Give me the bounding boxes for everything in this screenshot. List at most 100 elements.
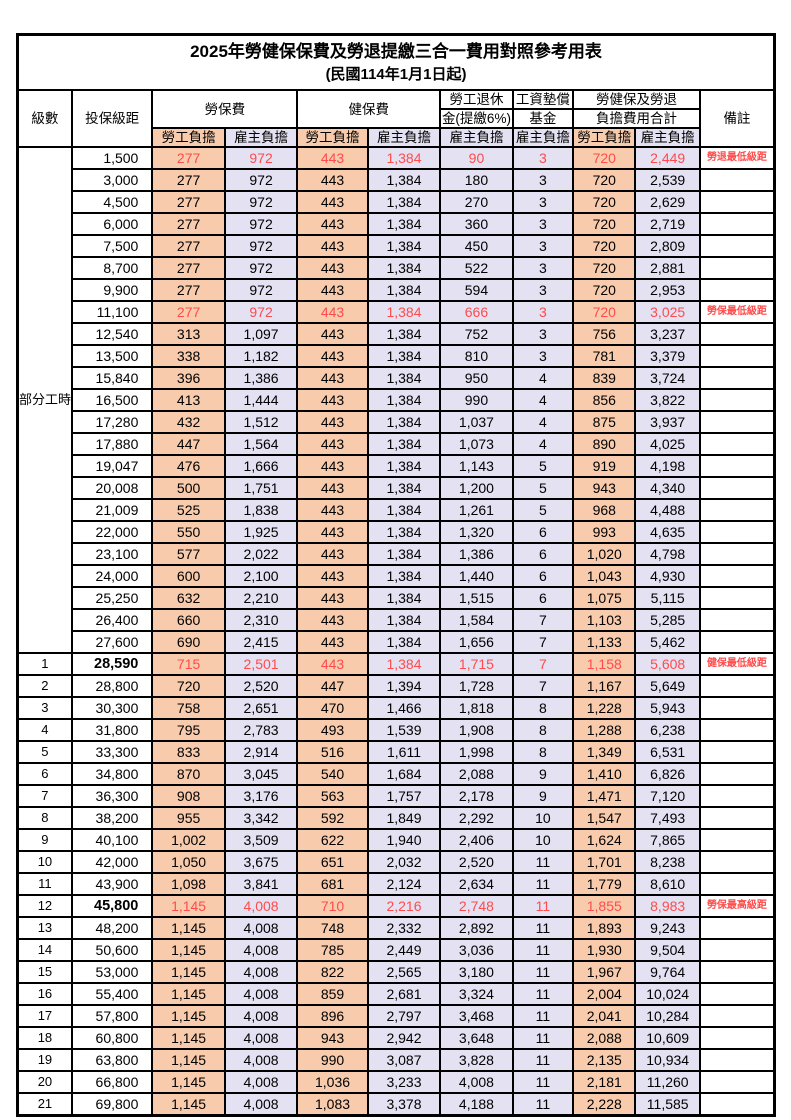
value-cell: 11,260 [634, 1070, 701, 1094]
value-cell: 443 [296, 146, 369, 170]
bracket-cell: 45,800 [70, 894, 154, 918]
value-cell: 955 [151, 806, 226, 830]
value-cell: 993 [572, 520, 637, 544]
col-header-wage-fund-line2: 基金 [511, 108, 575, 129]
value-cell: 972 [223, 256, 299, 280]
value-cell: 1,584 [439, 608, 514, 632]
value-cell: 1,394 [366, 674, 442, 698]
value-cell: 540 [296, 762, 369, 786]
value-cell: 2,310 [223, 608, 299, 632]
value-cell: 3,324 [439, 982, 514, 1006]
bracket-cell: 66,800 [70, 1070, 154, 1094]
value-cell: 4,188 [439, 1092, 514, 1117]
premium-reference-table: 2025年勞健保保費及勞退提繳三合一費用對照參考用表 (民國114年1月1日起)… [16, 33, 776, 1117]
value-cell: 1,020 [572, 542, 637, 566]
level-cell: 7 [16, 784, 73, 808]
value-cell: 8 [511, 740, 575, 764]
remark-cell [698, 344, 776, 368]
value-cell: 277 [151, 146, 226, 170]
value-cell: 277 [151, 300, 226, 324]
value-cell: 11 [511, 916, 575, 940]
value-cell: 890 [572, 432, 637, 456]
col-header-bracket: 投保級距 [70, 89, 154, 148]
value-cell: 2,783 [223, 718, 299, 742]
table-row: 19 63,800 1,145 4,008 990 3,087 3,828 11 2,135 10… [16, 1048, 776, 1072]
value-cell: 3,180 [439, 960, 514, 984]
table-row: 16,500 413 1,444 443 1,384 990 4 856 3,822 [18, 388, 776, 412]
title-row: 2025年勞健保保費及勞退提繳三合一費用對照參考用表 (民國114年1月1日起) [16, 33, 776, 91]
value-cell: 3 [511, 234, 575, 258]
bracket-cell: 50,600 [70, 938, 154, 962]
level-cell: 19 [16, 1048, 73, 1072]
col-header-total-line1: 勞健保及勞退 [572, 89, 701, 110]
value-cell: 4,635 [634, 520, 701, 544]
value-cell: 3,176 [223, 784, 299, 808]
value-cell: 1,410 [572, 762, 637, 786]
header-row-2: 金(提繳6%) 基金 負擔費用合計 [18, 108, 775, 129]
value-cell: 9,764 [634, 960, 701, 984]
value-cell: 5,462 [634, 630, 701, 654]
table-row: 13 48,200 1,145 4,008 748 2,332 2,892 11 1,893 9,… [16, 916, 776, 940]
value-cell: 1,145 [151, 916, 226, 940]
col-header-level: 級數 [16, 89, 73, 148]
bracket-cell: 3,000 [70, 168, 154, 192]
value-cell: 1,050 [151, 850, 226, 874]
col-header-total-line2: 負擔費用合計 [572, 108, 701, 129]
value-cell: 2,449 [634, 146, 701, 170]
value-cell: 1,611 [366, 740, 442, 764]
table-row: 24,000 600 2,100 443 1,384 1,440 6 1,043 4,930 [18, 564, 776, 588]
value-cell: 1,384 [366, 168, 442, 192]
bracket-cell: 38,200 [70, 806, 154, 830]
level-cell: 10 [16, 850, 73, 874]
value-cell: 943 [572, 476, 637, 500]
value-cell: 432 [151, 410, 226, 434]
value-cell: 1,386 [223, 366, 299, 390]
value-cell: 277 [151, 168, 226, 192]
value-cell: 443 [296, 520, 369, 544]
value-cell: 968 [572, 498, 637, 522]
table-row: 20,008 500 1,751 443 1,384 1,200 5 943 4,340 [18, 476, 776, 500]
value-cell: 2,953 [634, 278, 701, 302]
remark-cell [698, 520, 776, 544]
value-cell: 443 [296, 608, 369, 632]
remark-cell [698, 542, 776, 566]
value-cell: 2,178 [439, 784, 514, 808]
value-cell: 720 [572, 168, 637, 192]
bracket-cell: 4,500 [70, 190, 154, 214]
value-cell: 3,087 [366, 1048, 442, 1072]
value-cell: 1,564 [223, 432, 299, 456]
bracket-cell: 19,047 [70, 454, 154, 478]
value-cell: 443 [296, 234, 369, 258]
value-cell: 277 [151, 278, 226, 302]
value-cell: 795 [151, 718, 226, 742]
value-cell: 1,098 [151, 872, 226, 896]
value-cell: 1,384 [366, 498, 442, 522]
value-cell: 4 [511, 432, 575, 456]
table-row: 21 69,800 1,145 4,008 1,083 3,378 4,188 11 2,228… [16, 1092, 776, 1117]
col-header-labor-insurance: 勞保費 [151, 89, 299, 129]
value-cell: 338 [151, 344, 226, 368]
value-cell: 2,881 [634, 256, 701, 280]
level-cell: 17 [16, 1004, 73, 1028]
value-cell: 2,914 [223, 740, 299, 764]
value-cell: 1,818 [439, 696, 514, 720]
value-cell: 1,384 [366, 586, 442, 610]
level-cell: 21 [16, 1092, 73, 1117]
value-cell: 1,838 [223, 498, 299, 522]
value-cell: 1,261 [439, 498, 514, 522]
value-cell: 833 [151, 740, 226, 764]
value-cell: 1,145 [151, 1026, 226, 1050]
value-cell: 1,228 [572, 696, 637, 720]
value-cell: 1,656 [439, 630, 514, 654]
value-cell: 1,684 [366, 762, 442, 786]
value-cell: 3,379 [634, 344, 701, 368]
bracket-cell: 34,800 [70, 762, 154, 786]
value-cell: 9 [511, 784, 575, 808]
level-cell: 9 [16, 828, 73, 852]
remark-cell [698, 608, 776, 632]
value-cell: 3 [511, 344, 575, 368]
value-cell: 972 [223, 146, 299, 170]
remark-cell: 勞保最高級距 [698, 894, 776, 918]
value-cell: 3 [511, 212, 575, 236]
value-cell: 1,757 [366, 784, 442, 808]
